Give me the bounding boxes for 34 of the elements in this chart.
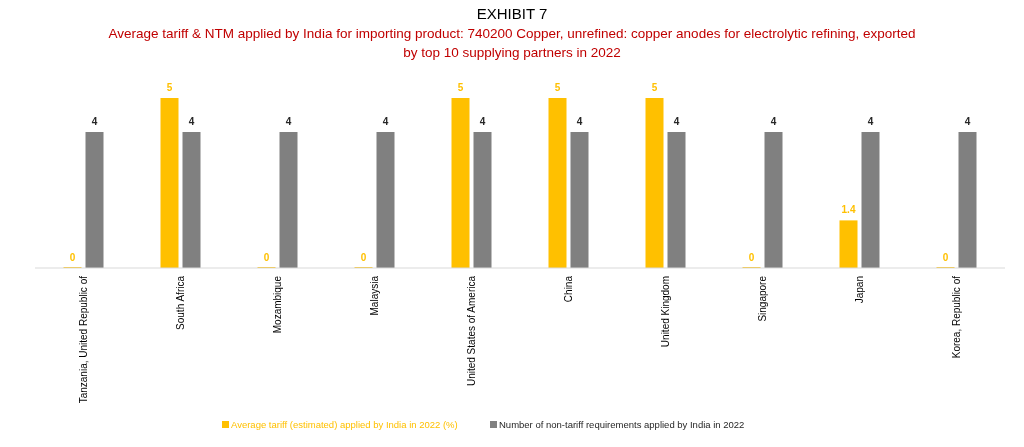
x-tick-label: Tanzania, United Republic of [77,275,89,404]
data-label: 0 [360,252,367,263]
data-label: 1.4 [841,204,856,216]
x-tick-label: United States of America [465,275,477,387]
x-tick-label: United Kingdom [659,276,671,348]
x-tick-label: Malaysia [368,275,380,316]
data-label: 5 [457,82,464,93]
data-label: 5 [554,82,561,93]
data-label: 0 [942,252,949,263]
data-label: 4 [91,116,98,127]
legend-label: Number of non-tariff requirements applied by India in 2022 [499,419,745,430]
chart-title: EXHIBIT 7 [476,5,548,22]
chart-subtitle: Average tariff & NTM applied by India for importing product: 740200 Copper, unrefined: copper anodes for electrolytic refining, exported by top 10 supplying partners in 2022 [108,26,916,60]
data-label: 4 [188,116,195,127]
data-label: 5 [166,82,173,93]
x-tick-label: Japan [853,276,865,304]
data-label: 4 [285,116,292,127]
data-label: 0 [69,252,76,263]
data-label: 0 [748,252,755,263]
x-tick-label: Korea, Republic of [950,275,962,359]
data-label: 4 [964,116,971,127]
x-tick-label: South Africa [174,275,186,330]
data-label: 0 [263,252,270,263]
data-label: 4 [673,116,680,127]
data-label: 4 [479,116,486,127]
data-label: 4 [770,116,777,127]
x-tick-label: China [562,275,574,303]
legend-label: Average tariff (estimated) applied by India in 2022 (%) [231,419,458,430]
x-tick-label: Mozambique [271,275,283,334]
data-label: 5 [651,82,658,93]
data-label: 4 [867,116,874,127]
data-label: 4 [576,116,583,127]
x-tick-label: Singapore [756,275,768,322]
data-label: 4 [382,116,389,127]
